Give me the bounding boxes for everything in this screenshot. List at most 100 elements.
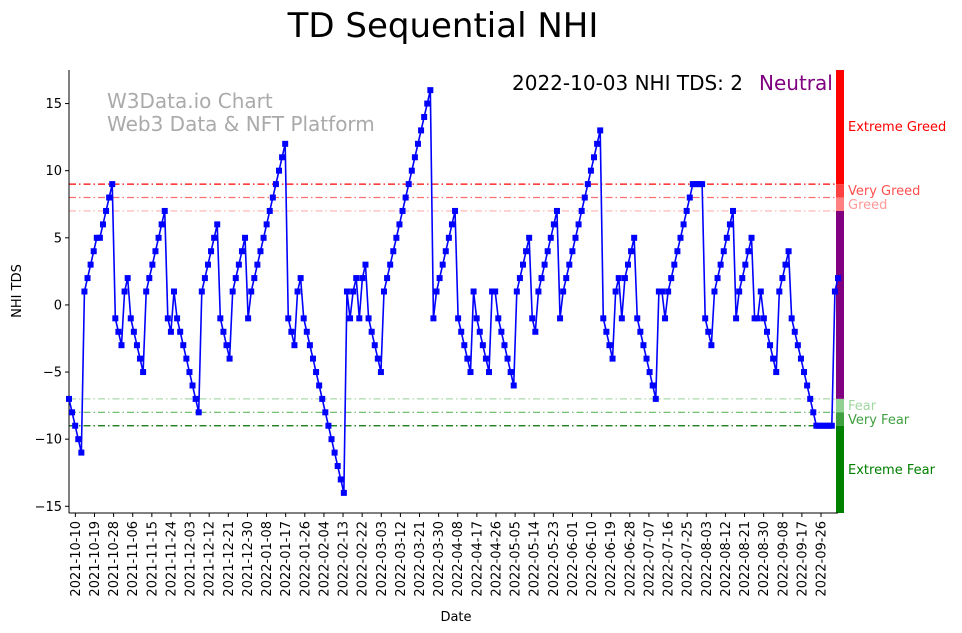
y-axis-label: NHI TDS: [10, 264, 25, 318]
data-point: [411, 154, 418, 161]
data-point: [553, 207, 560, 214]
data-point: [544, 248, 551, 255]
data-point: [674, 248, 681, 255]
data-point: [362, 261, 369, 268]
data-point: [303, 328, 310, 335]
data-point: [640, 342, 647, 349]
data-point: [171, 288, 177, 295]
data-point: [516, 275, 523, 282]
data-point: [316, 382, 323, 389]
data-point: [396, 221, 403, 228]
data-point: [384, 275, 391, 282]
data-point: [263, 221, 270, 228]
data-point: [152, 248, 159, 255]
data-point: [81, 288, 88, 295]
data-point: [785, 248, 792, 255]
sentiment-label-extreme-greed: Extreme Greed: [848, 120, 946, 135]
x-tick-label: 2022-03-12: [394, 521, 409, 597]
data-point: [495, 315, 502, 322]
data-point: [594, 140, 601, 147]
data-point: [739, 275, 746, 282]
data-point: [78, 449, 85, 456]
data-point: [279, 154, 286, 161]
data-point: [510, 382, 517, 389]
x-tick-label: 2022-08-21: [738, 521, 753, 597]
x-tick-label: 2022-05-05: [509, 521, 524, 597]
data-point: [365, 315, 372, 322]
svg-text:2022-10-03 NHI TDS: 2: 2022-10-03 NHI TDS: 2: [512, 71, 743, 95]
data-point: [461, 342, 468, 349]
data-point: [90, 248, 97, 255]
data-point: [99, 221, 106, 228]
data-point: [714, 275, 721, 282]
status-label: NHI TDS:: [635, 71, 724, 95]
data-point: [705, 328, 712, 335]
data-point: [606, 342, 613, 349]
x-tick-label: 2022-08-12: [719, 521, 734, 597]
data-point: [402, 194, 409, 201]
data-point: [87, 261, 94, 268]
data-point: [414, 140, 421, 147]
data-point: [649, 382, 656, 389]
data-point: [109, 181, 116, 188]
data-point: [560, 288, 567, 295]
data-point: [788, 315, 795, 322]
data-point: [112, 315, 119, 322]
data-point: [433, 288, 440, 295]
data-point: [763, 328, 770, 335]
data-point: [229, 288, 236, 295]
data-point: [75, 436, 82, 443]
data-point: [624, 261, 631, 268]
sentiment-label-extreme-fear: Extreme Fear: [848, 463, 936, 478]
data-point: [269, 194, 276, 201]
data-point: [424, 100, 431, 107]
data-point: [779, 275, 786, 282]
watermark: W3Data.io Chart Web3 Data & NFT Platform: [107, 89, 375, 136]
data-point: [816, 422, 823, 429]
data-point: [804, 382, 811, 389]
data-point: [730, 207, 736, 214]
data-point: [696, 181, 703, 188]
data-point: [723, 234, 730, 241]
data-point: [581, 194, 588, 201]
y-tick-label: −15: [35, 500, 62, 515]
data-point: [347, 315, 354, 322]
data-point: [835, 275, 841, 282]
data-point: [822, 422, 829, 429]
data-point: [455, 315, 462, 322]
data-point: [452, 207, 459, 214]
status-sentiment: Neutral: [759, 71, 833, 95]
data-point: [665, 288, 672, 295]
sentiment-band-extreme-greed: [836, 70, 844, 185]
data-point: [183, 355, 190, 362]
x-tick-label: 2021-10-19: [88, 521, 103, 597]
data-point: [319, 395, 326, 402]
data-point: [658, 288, 665, 295]
x-tick-label: 2022-03-21: [413, 521, 428, 597]
data-point: [467, 369, 474, 376]
x-tick-label: 2022-06-28: [623, 521, 638, 597]
data-point: [257, 248, 264, 255]
data-point: [223, 342, 230, 349]
data-point: [473, 315, 480, 322]
data-point: [742, 261, 749, 268]
data-point: [353, 275, 360, 282]
x-tick-label: 2022-02-22: [356, 521, 371, 597]
data-point: [797, 355, 804, 362]
data-point: [356, 315, 363, 322]
data-point: [103, 207, 110, 214]
data-point: [773, 369, 780, 376]
data-point: [464, 355, 471, 362]
data-point: [155, 234, 162, 241]
data-point: [300, 315, 307, 322]
data-point: [211, 234, 218, 241]
data-point: [733, 315, 740, 322]
watermark-line-2: Web3 Data & NFT Platform: [107, 112, 375, 136]
data-point: [683, 207, 690, 214]
data-point: [631, 234, 638, 241]
data-point: [767, 342, 774, 349]
data-point: [748, 234, 755, 241]
data-point: [813, 422, 820, 429]
data-point: [334, 463, 341, 470]
data-point: [532, 328, 539, 335]
